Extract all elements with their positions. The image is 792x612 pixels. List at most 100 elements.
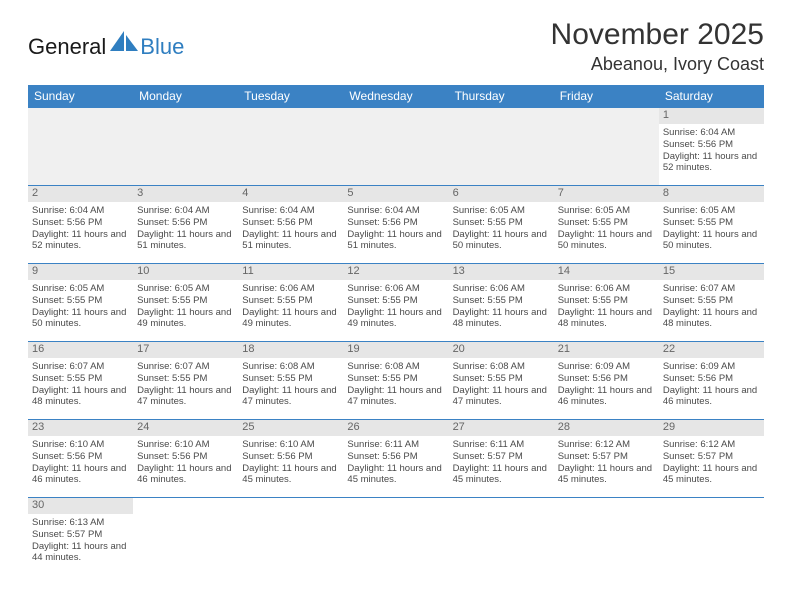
day-number: 26: [343, 420, 448, 436]
sunset-text: Sunset: 5:56 PM: [663, 139, 760, 151]
sunrise-text: Sunrise: 6:05 AM: [32, 283, 129, 295]
day-number: 23: [28, 420, 133, 436]
day-header: Thursday: [449, 85, 554, 108]
logo: General Blue: [28, 34, 184, 60]
sunrise-text: Sunrise: 6:11 AM: [453, 439, 550, 451]
sunset-text: Sunset: 5:55 PM: [347, 373, 444, 385]
calendar-cell: [238, 108, 343, 186]
daylight-text: Daylight: 11 hours and 50 minutes.: [32, 307, 129, 331]
sunrise-text: Sunrise: 6:04 AM: [242, 205, 339, 217]
sunset-text: Sunset: 5:57 PM: [453, 451, 550, 463]
day-header: Friday: [554, 85, 659, 108]
day-header: Tuesday: [238, 85, 343, 108]
sunrise-text: Sunrise: 6:05 AM: [558, 205, 655, 217]
day-number: 18: [238, 342, 343, 358]
day-header: Sunday: [28, 85, 133, 108]
sunset-text: Sunset: 5:57 PM: [663, 451, 760, 463]
daylight-text: Daylight: 11 hours and 50 minutes.: [453, 229, 550, 253]
day-number: 28: [554, 420, 659, 436]
sunrise-text: Sunrise: 6:04 AM: [347, 205, 444, 217]
sunrise-text: Sunrise: 6:09 AM: [663, 361, 760, 373]
calendar-cell: 27 Sunrise: 6:11 AMSunset: 5:57 PMDayligh…: [449, 420, 554, 498]
day-header: Saturday: [659, 85, 764, 108]
calendar-page: General Blue November 2025 Abeanou, Ivor…: [0, 0, 792, 594]
day-number: 5: [343, 186, 448, 202]
day-number: 13: [449, 264, 554, 280]
sunrise-text: Sunrise: 6:05 AM: [137, 283, 234, 295]
sunset-text: Sunset: 5:56 PM: [242, 217, 339, 229]
calendar-cell: 23Sunrise: 6:10 AMSunset: 5:56 PMDayligh…: [28, 420, 133, 498]
sunrise-text: Sunrise: 6:10 AM: [32, 439, 129, 451]
sunset-text: Sunset: 5:55 PM: [663, 295, 760, 307]
calendar-cell: 19Sunrise: 6:08 AMSunset: 5:55 PMDayligh…: [343, 342, 448, 420]
day-number: 15: [659, 264, 764, 280]
calendar-cell: 13Sunrise: 6:06 AMSunset: 5:55 PMDayligh…: [449, 264, 554, 342]
sunset-text: Sunset: 5:56 PM: [347, 451, 444, 463]
sunrise-text: Sunrise: 6:04 AM: [663, 127, 760, 139]
calendar-cell: 5 Sunrise: 6:04 AMSunset: 5:56 PMDaylight…: [343, 186, 448, 264]
day-number: 7: [554, 186, 659, 202]
daylight-text: Daylight: 11 hours and 45 minutes.: [347, 463, 444, 487]
daylight-text: Daylight: 11 hours and 45 minutes.: [453, 463, 550, 487]
calendar-week-row: 9 Sunrise: 6:05 AM Sunset: 5:55 PM Daylight…: [28, 264, 764, 342]
day-number: 17: [133, 342, 238, 358]
day-number: 12: [343, 264, 448, 280]
sunrise-text: Sunrise: 6:10 AM: [137, 439, 234, 451]
daylight-text: Daylight: 11 hours and 52 minutes.: [663, 151, 760, 175]
calendar-cell: 25Sunrise: 6:10 AMSunset: 5:56 PMDayligh…: [238, 420, 343, 498]
sunset-text: Sunset: 5:55 PM: [663, 217, 760, 229]
daylight-text: Daylight: 11 hours and 46 minutes.: [32, 463, 129, 487]
calendar-cell: 24Sunrise: 6:10 AMSunset: 5:56 PMDayligh…: [133, 420, 238, 498]
day-number: 2: [28, 186, 133, 202]
day-number: 27: [449, 420, 554, 436]
calendar-cell: 9Sunrise: 6:05 AMSunset: 5:55 PMDaylight…: [28, 264, 133, 342]
daylight-text: Daylight: 11 hours and 50 minutes.: [663, 229, 760, 253]
sunrise-text: Sunrise: 6:05 AM: [453, 205, 550, 217]
logo-text-blue: Blue: [140, 34, 184, 60]
day-number: 19: [343, 342, 448, 358]
logo-sail-icon: [110, 31, 138, 57]
sunset-text: Sunset: 5:56 PM: [663, 373, 760, 385]
day-number: 22: [659, 342, 764, 358]
calendar-cell: 4Sunrise: 6:04 AMSunset: 5:56 PMDaylight…: [238, 186, 343, 264]
sunrise-text: Sunrise: 6:11 AM: [347, 439, 444, 451]
calendar-week-row: 23Sunrise: 6:10 AMSunset: 5:56 PMDayligh…: [28, 420, 764, 498]
daylight-text: Daylight: 11 hours and 48 minutes.: [32, 385, 129, 409]
calendar-cell: [343, 108, 448, 186]
calendar-cell: [133, 108, 238, 186]
calendar-cell: [554, 108, 659, 186]
daylight-text: Daylight: 11 hours and 46 minutes.: [663, 385, 760, 409]
daylight-text: Daylight: 11 hours and 48 minutes.: [453, 307, 550, 331]
calendar-cell: 18Sunrise: 6:08 AMSunset: 5:55 PMDayligh…: [238, 342, 343, 420]
daylight-text: Daylight: 11 hours and 47 minutes.: [347, 385, 444, 409]
sunrise-text: Sunrise: 6:12 AM: [663, 439, 760, 451]
calendar-cell: 11Sunrise: 6:06 AMSunset: 5:55 PMDayligh…: [238, 264, 343, 342]
sunset-text: Sunset: 5:55 PM: [32, 373, 129, 385]
daylight-text: Daylight: 11 hours and 51 minutes.: [347, 229, 444, 253]
sunset-text: Sunset: 5:56 PM: [558, 373, 655, 385]
sunset-text: Sunset: 5:56 PM: [137, 451, 234, 463]
day-number: 9: [28, 264, 133, 280]
page-header: General Blue November 2025 Abeanou, Ivor…: [28, 18, 764, 75]
day-number: 1: [659, 108, 764, 124]
day-number: 16: [28, 342, 133, 358]
sunrise-text: Sunrise: 6:13 AM: [32, 517, 129, 529]
daylight-text: Daylight: 11 hours and 49 minutes.: [242, 307, 339, 331]
daylight-text: Daylight: 11 hours and 50 minutes.: [558, 229, 655, 253]
calendar-cell: 29Sunrise: 6:12 AMSunset: 5:57 PMDayligh…: [659, 420, 764, 498]
calendar-week-row: 2Sunrise: 6:04 AMSunset: 5:56 PMDaylight…: [28, 186, 764, 264]
sunrise-text: Sunrise: 6:07 AM: [32, 361, 129, 373]
sunrise-text: Sunrise: 6:04 AM: [32, 205, 129, 217]
calendar-cell: [449, 498, 554, 576]
sunset-text: Sunset: 5:56 PM: [347, 217, 444, 229]
sunrise-text: Sunrise: 6:09 AM: [558, 361, 655, 373]
calendar-cell: [238, 498, 343, 576]
sunset-text: Sunset: 5:55 PM: [242, 373, 339, 385]
daylight-text: Daylight: 11 hours and 47 minutes.: [453, 385, 550, 409]
calendar-cell: [133, 498, 238, 576]
calendar-week-row: 1 Sunrise: 6:04 AMSunset: 5:56 PMDaylight…: [28, 108, 764, 186]
calendar-week-row: 30Sunrise: 6:13 AMSunset: 5:57 PMDayligh…: [28, 498, 764, 576]
sunrise-text: Sunrise: 6:07 AM: [663, 283, 760, 295]
daylight-text: Daylight: 11 hours and 45 minutes.: [242, 463, 339, 487]
title-block: November 2025 Abeanou, Ivory Coast: [551, 18, 764, 75]
